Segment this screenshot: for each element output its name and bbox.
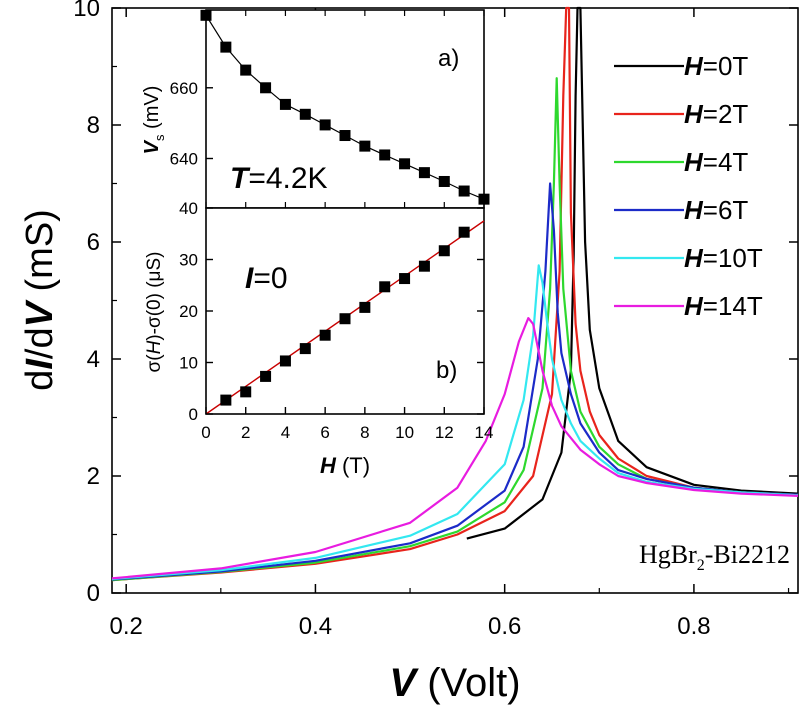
inset-b-x-tick-label-2: 4 xyxy=(281,423,290,442)
inset-a-point-8 xyxy=(359,140,371,152)
y-axis-label: dI/dV (mS) xyxy=(19,209,61,391)
inset-a-panel-label: a) xyxy=(438,45,459,72)
inset-b-y-tick-label-3: 30 xyxy=(179,251,198,270)
legend-label-2: H=4T xyxy=(684,147,748,177)
inset-a-point-2 xyxy=(240,64,252,76)
inset-b-frame xyxy=(205,207,485,415)
inset-a-point-1 xyxy=(220,41,232,53)
inset-a-point-13 xyxy=(458,185,470,197)
y-tick-label-2: 4 xyxy=(87,346,100,373)
annotation-subscript: 2 xyxy=(697,557,705,574)
inset-b-content: 0 10 20 30 40 0 2 4 6 8 10 12 14 xyxy=(179,199,493,442)
inset-a-y-tick-label-1: 660 xyxy=(170,79,198,98)
annotation-post: -Bi2212 xyxy=(705,540,790,569)
inset-b-x-tick-label-1: 2 xyxy=(241,423,250,442)
inset-b-panel-label: b) xyxy=(436,357,457,384)
inset-b-point-0 xyxy=(220,394,232,406)
inset-b-x-tick-label-4: 8 xyxy=(360,423,369,442)
inset-a-point-9 xyxy=(379,149,391,161)
series-line-4 xyxy=(111,264,799,581)
inset-b-x-tick-label-3: 6 xyxy=(320,423,329,442)
inset-b-y-tick-label-1: 10 xyxy=(179,354,198,373)
x-tick-label-1: 0.4 xyxy=(299,613,332,640)
inset-a-point-10 xyxy=(399,158,411,170)
inset-b-x-tick-label-5: 10 xyxy=(395,423,414,442)
inset-a-point-3 xyxy=(260,82,272,94)
inset-b-x-tick-label-0: 0 xyxy=(201,423,210,442)
inset-b-y-label: σ(H)-σ(0) (μS) xyxy=(144,252,165,373)
main-series-group xyxy=(111,6,799,582)
inset-b-point-5 xyxy=(319,329,331,341)
inset-b-x-tick-label-6: 12 xyxy=(435,423,454,442)
inset-b-point-12 xyxy=(458,226,470,238)
annotation-sample: HgBr2-Bi2212 xyxy=(639,540,790,574)
series-line-5 xyxy=(111,317,799,580)
y-tick-label-0: 0 xyxy=(87,580,100,607)
series-line-1 xyxy=(111,6,799,582)
inset-a-point-12 xyxy=(438,175,450,187)
inset-b-current: I=0 xyxy=(245,262,288,295)
inset-b-point-6 xyxy=(339,313,351,325)
inset-a-frame xyxy=(205,9,485,209)
series-line-0 xyxy=(466,6,799,540)
main-plot: 0.2 0.4 0.6 0.8 0 2 4 6 8 10 H=0T H=2T H=4T H=6T H=10… xyxy=(19,0,799,705)
y-tick-label-5: 10 xyxy=(73,0,100,22)
legend-label-5: H=14T xyxy=(684,291,763,321)
inset-b-point-11 xyxy=(438,245,450,257)
inset-a-point-11 xyxy=(418,167,430,179)
inset-a: 640 660 a) T=4.2K Vs (mV) xyxy=(141,9,490,209)
inset-b-point-1 xyxy=(240,386,252,398)
inset-b-y-tick-label-2: 20 xyxy=(179,302,198,321)
legend: H=0T H=2T H=4T H=6T H=10T H=14T xyxy=(614,51,763,321)
y-tick-label-1: 2 xyxy=(87,463,100,490)
inset-b-y-tick-label-4: 40 xyxy=(179,199,198,218)
inset-a-content: 640 660 xyxy=(170,9,490,208)
inset-b-x-tick-label-7: 14 xyxy=(475,423,494,442)
inset-b-point-9 xyxy=(399,273,411,285)
series-line-3 xyxy=(111,182,799,581)
inset-b-point-3 xyxy=(279,355,291,367)
inset-a-y-label: Vs (mV) xyxy=(141,86,167,155)
y-tick-label-4: 8 xyxy=(87,112,100,139)
inset-b: 0 10 20 30 40 0 2 4 6 8 10 12 14 b) I=0 σ(H)-σ(0) (μ… xyxy=(144,199,493,478)
legend-label-4: H=10T xyxy=(684,243,763,273)
x-tick-label-0: 0.2 xyxy=(110,613,143,640)
inset-a-point-7 xyxy=(339,130,351,142)
series-line-2 xyxy=(111,77,799,582)
inset-b-point-7 xyxy=(359,301,371,313)
legend-label-0: H=0T xyxy=(684,51,748,81)
legend-label-1: H=2T xyxy=(684,99,748,129)
x-tick-label-2: 0.6 xyxy=(488,613,521,640)
inset-b-point-10 xyxy=(418,260,430,272)
inset-a-point-6 xyxy=(319,119,331,131)
y-tick-label-3: 6 xyxy=(87,229,100,256)
main-ticks-group: 0.2 0.4 0.6 0.8 0 2 4 6 8 10 xyxy=(73,0,798,640)
inset-b-point-4 xyxy=(299,343,311,355)
inset-b-point-2 xyxy=(260,370,272,382)
x-axis-label: V (Volt) xyxy=(389,661,520,705)
inset-b-y-tick-label-0: 0 xyxy=(189,405,198,424)
inset-b-point-8 xyxy=(379,281,391,293)
inset-a-y-tick-label-0: 640 xyxy=(170,150,198,169)
inset-b-x-label: H (T) xyxy=(320,453,370,478)
inset-a-temperature: T=4.2K xyxy=(230,162,328,195)
inset-a-point-14 xyxy=(478,193,490,205)
inset-a-point-4 xyxy=(279,98,291,110)
inset-a-point-5 xyxy=(299,108,311,120)
x-tick-label-3: 0.8 xyxy=(677,613,710,640)
legend-label-3: H=6T xyxy=(684,195,748,225)
